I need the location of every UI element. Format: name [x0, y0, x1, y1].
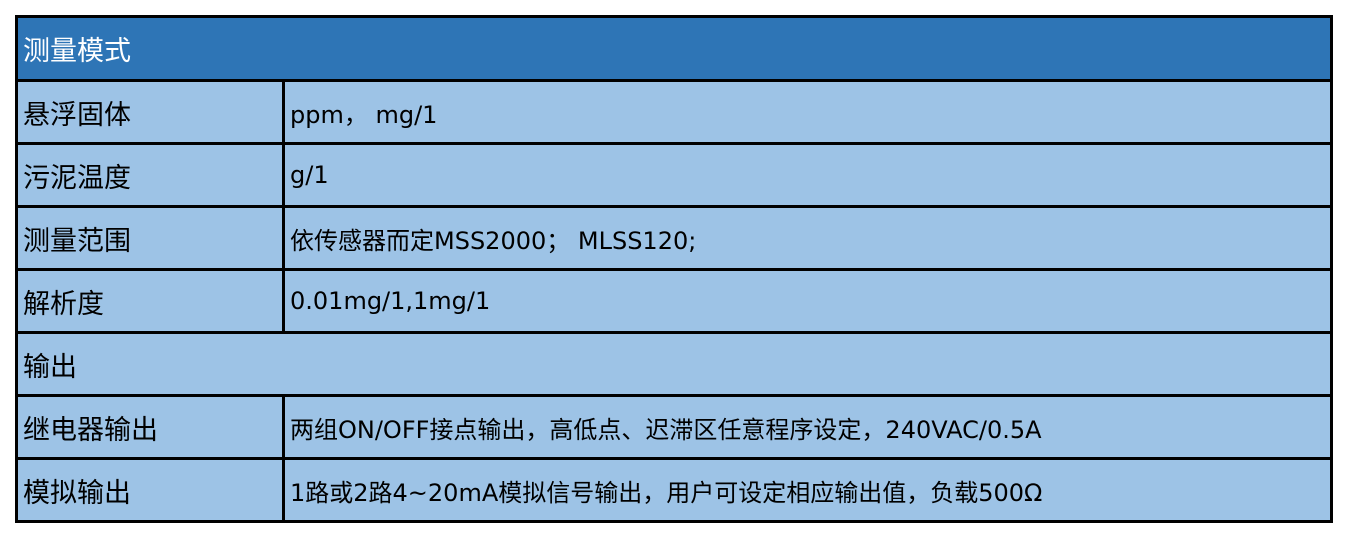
spec-table: 测量模式 悬浮固体 ppm， mg/1 污泥温度 g/1 测量范围 依传感器而定…: [15, 15, 1333, 523]
row-value: g/1: [282, 142, 1333, 208]
table-row: 继电器输出 两组ON/OFF接点输出，高低点、迟滞区任意程序设定，240VAC/…: [15, 394, 1333, 460]
header-title: 测量模式: [15, 15, 1333, 82]
row-label: 继电器输出: [15, 394, 285, 460]
row-label: 解析度: [15, 268, 285, 334]
table-row: 悬浮固体 ppm， mg/1: [15, 79, 1333, 145]
header-row: 测量模式: [15, 15, 1333, 82]
row-value: 依传感器而定MSS2000； MLSS120;: [282, 205, 1333, 271]
section-title: 输出: [15, 331, 1333, 397]
table-row: 模拟输出 1路或2路4~20mA模拟信号输出，用户可设定相应输出值，负载500Ω: [15, 457, 1333, 523]
row-value: ppm， mg/1: [282, 79, 1333, 145]
table-row: 解析度 0.01mg/1,1mg/1: [15, 268, 1333, 334]
table-row: 污泥温度 g/1: [15, 142, 1333, 208]
row-value: 1路或2路4~20mA模拟信号输出，用户可设定相应输出值，负载500Ω: [282, 457, 1333, 523]
row-value: 两组ON/OFF接点输出，高低点、迟滞区任意程序设定，240VAC/0.5A: [282, 394, 1333, 460]
table-row: 测量范围 依传感器而定MSS2000； MLSS120;: [15, 205, 1333, 271]
row-label: 污泥温度: [15, 142, 285, 208]
row-label: 测量范围: [15, 205, 285, 271]
row-label: 悬浮固体: [15, 79, 285, 145]
row-label: 模拟输出: [15, 457, 285, 523]
row-value: 0.01mg/1,1mg/1: [282, 268, 1333, 334]
section-row: 输出: [15, 331, 1333, 397]
